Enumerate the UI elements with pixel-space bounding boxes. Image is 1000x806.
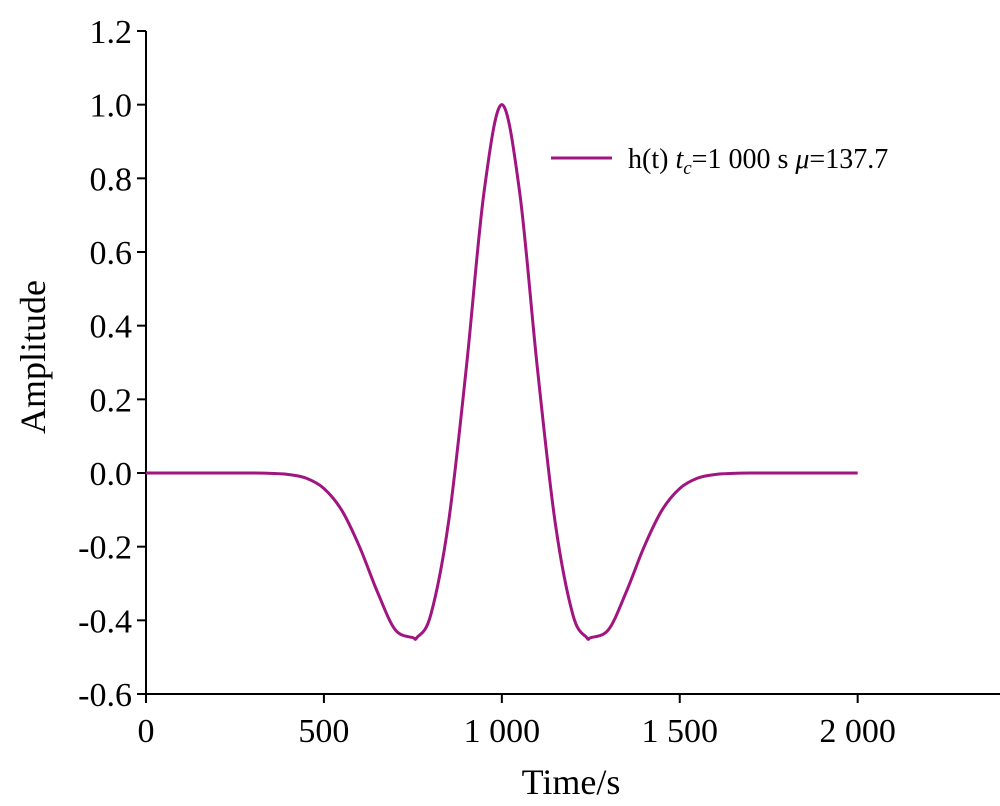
y-ticks: -0.6 -0.4 -0.2 0.0 0.2 0.4 0.6 0.8 1.0 1.2 (78, 14, 146, 714)
legend-mid: =1 000 s (692, 144, 796, 175)
x-axis-title: Time/s (522, 762, 621, 802)
x-tick-label: 500 (298, 713, 349, 750)
x-tick-label: 1 000 (464, 713, 541, 750)
y-tick-label: -0.2 (78, 530, 132, 567)
x-ticks: 0 500 1 000 1 500 2 000 (138, 694, 896, 750)
legend-suffix: =137.7 (809, 144, 888, 175)
y-tick-label: 0.0 (90, 456, 133, 493)
x-tick-label: 2 000 (819, 713, 896, 750)
legend-subscript: c (683, 158, 692, 179)
legend: h(t) tc=1 000 s μ=137.7 (551, 144, 888, 179)
series-layer (146, 103, 858, 641)
y-tick-label: 1.0 (90, 88, 133, 125)
legend-t: t (675, 144, 684, 175)
x-tick-label: 1 500 (642, 713, 719, 750)
series-line (146, 103, 858, 641)
y-axis-title: Amplitude (13, 280, 53, 434)
legend-label: h(t) tc=1 000 s μ=137.7 (628, 144, 888, 179)
axes (145, 31, 1000, 695)
y-tick-label: 0.2 (90, 382, 133, 419)
legend-mu: μ (794, 144, 809, 175)
legend-prefix: h(t) (628, 144, 675, 175)
y-tick-label: -0.6 (78, 677, 132, 714)
y-tick-label: 0.6 (90, 235, 133, 272)
y-tick-label: 0.4 (90, 309, 133, 346)
x-tick-label: 0 (138, 713, 155, 750)
y-tick-label: -0.4 (78, 603, 132, 640)
y-tick-label: 0.8 (90, 161, 133, 198)
y-tick-label: 1.2 (90, 14, 133, 51)
